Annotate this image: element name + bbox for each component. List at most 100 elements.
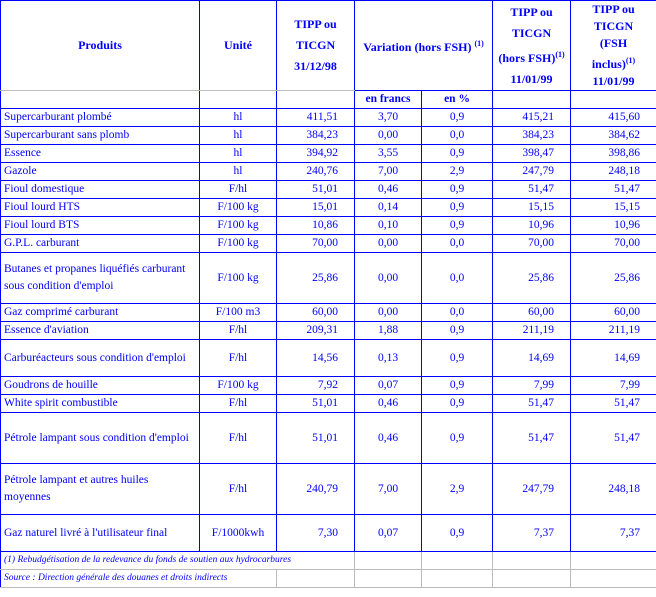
header-unite: Unité [199,0,277,91]
cell-variation-pct: 0,9 [421,394,493,413]
header-line: TIPP ou [592,2,635,16]
cell-tipp-hors-fsh: 384,23 [492,126,571,145]
footnote-ref: (1) [625,56,636,65]
header-line: 11/01/99 [510,71,553,86]
cell-produit: Supercarburant sans plomb [0,126,200,145]
table-row: Goudrons de houille F/100 kg 7,92 0,07 0,9 7,… [0,376,656,395]
cell-variation-pct: 2,9 [421,463,493,515]
cell-variation-pct: 0,9 [421,339,493,377]
cell-variation-pct: 0,9 [421,376,493,395]
cell-variation-francs: 0,00 [354,234,422,253]
header-line: (FSH [599,36,628,50]
cell-produit: Essence d'aviation [0,321,200,340]
empty-cell [421,551,493,570]
cell-tipp-1998: 240,79 [276,463,355,515]
cell-tipp-1998: 10,86 [276,216,355,235]
cell-tipp-hors-fsh: 7,99 [492,376,571,395]
empty-cell [276,90,355,109]
cell-unite: F/hl [199,180,277,199]
cell-produit: Pétrole lampant et autres huiles moyenne… [0,463,200,515]
cell-unite: F/100 m3 [199,303,277,322]
cell-tipp-1998: 25,86 [276,252,355,304]
cell-tipp-1998: 7,92 [276,376,355,395]
cell-unite: F/1000kwh [199,514,277,552]
cell-tipp-hors-fsh: 25,86 [492,252,571,304]
cell-tipp-hors-fsh: 415,21 [492,108,571,127]
empty-cell [199,90,277,109]
cell-produit: Butanes et propanes liquéfiés carburant … [0,252,200,304]
cell-tipp-hors-fsh: 51,47 [492,180,571,199]
cell-tipp-1998: 240,76 [276,162,355,181]
header-tipp-fsh-inclus: TIPP ou TICGN (FSH inclus)(1) 11/01/99 [570,0,656,91]
cell-variation-pct: 0,9 [421,321,493,340]
table-row: Carburéacteurs sous condition d'emploi F/… [0,339,656,377]
empty-cell [276,569,355,588]
cell-tipp-fsh-inclus: 7,37 [570,514,656,552]
table-row: Butanes et propanes liquéfiés carburant … [0,252,656,304]
empty-cell [492,551,571,570]
cell-tipp-hors-fsh: 60,00 [492,303,571,322]
cell-unite: F/hl [199,321,277,340]
cell-variation-pct: 0,9 [421,412,493,464]
cell-variation-francs: 0,10 [354,216,422,235]
cell-unite: hl [199,144,277,163]
cell-tipp-hors-fsh: 7,37 [492,514,571,552]
cell-tipp-1998: 51,01 [276,412,355,464]
cell-tipp-1998: 51,01 [276,394,355,413]
cell-variation-francs: 0,46 [354,412,422,464]
header-line: TICGN [295,38,336,52]
cell-variation-pct: 0,9 [421,108,493,127]
cell-variation-pct: 0,9 [421,198,493,217]
table-row: Fioul domestique F/hl 51,01 0,46 0,9 51,47 51,… [0,180,656,199]
empty-cell [0,90,200,109]
header-en-francs: en francs [354,90,422,109]
empty-cell [421,569,493,588]
cell-tipp-fsh-inclus: 384,62 [570,126,656,145]
cell-unite: F/100 kg [199,216,277,235]
cell-unite: F/hl [199,394,277,413]
cell-tipp-1998: 7,30 [276,514,355,552]
table-row: Supercarburant plombé hl 411,51 3,70 0,9 415,… [0,108,656,127]
cell-tipp-fsh-inclus: 51,47 [570,394,656,413]
cell-produit: Fioul domestique [0,180,200,199]
cell-tipp-fsh-inclus: 51,47 [570,412,656,464]
header-line: inclus) [591,57,626,71]
table-row: Pétrole lampant sous condition d'emploi F… [0,412,656,464]
cell-tipp-1998: 15,01 [276,198,355,217]
cell-variation-pct: 0,0 [421,303,493,322]
header-variation: Variation (hors FSH) (1) [354,0,493,91]
footnote: (1) Rebudgétisation de la redevance du f… [0,551,355,570]
cell-tipp-fsh-inclus: 398,86 [570,144,656,163]
table-row: Fioul lourd BTS F/100 kg 10,86 0,10 0,9 10,96… [0,216,656,235]
cell-produit: Fioul lourd BTS [0,216,200,235]
footnote-ref: (1) [474,39,484,48]
table-row: Essence hl 394,92 3,55 0,9 398,47 398,86 [0,144,656,163]
cell-tipp-fsh-inclus: 70,00 [570,234,656,253]
cell-tipp-hors-fsh: 70,00 [492,234,571,253]
header-en-pct: en % [421,90,493,109]
cell-variation-francs: 0,46 [354,180,422,199]
header-row: Produits Unité TIPP ou TICGN 31/12/98 Va… [0,0,656,91]
cell-variation-francs: 0,14 [354,198,422,217]
cell-variation-pct: 0,9 [421,216,493,235]
cell-produit: Pétrole lampant sous condition d'emploi [0,412,200,464]
cell-produit: Gaz naturel livré à l'utilisateur final [0,514,200,552]
cell-tipp-fsh-inclus: 415,60 [570,108,656,127]
cell-tipp-1998: 70,00 [276,234,355,253]
header-line: TICGN [511,25,552,40]
header-line: (hors FSH) [498,50,556,65]
cell-unite: F/100 kg [199,376,277,395]
cell-tipp-hors-fsh: 51,47 [492,394,571,413]
cell-variation-francs: 3,70 [354,108,422,127]
subheader-row: en francs en % [0,90,656,109]
cell-tipp-1998: 60,00 [276,303,355,322]
cell-variation-pct: 0,0 [421,126,493,145]
cell-variation-francs: 0,07 [354,376,422,395]
empty-cell [570,551,656,570]
cell-variation-pct: 0,9 [421,514,493,552]
cell-variation-pct: 0,0 [421,234,493,253]
cell-tipp-fsh-inclus: 248,18 [570,162,656,181]
cell-tipp-1998: 394,92 [276,144,355,163]
cell-tipp-1998: 14,56 [276,339,355,377]
